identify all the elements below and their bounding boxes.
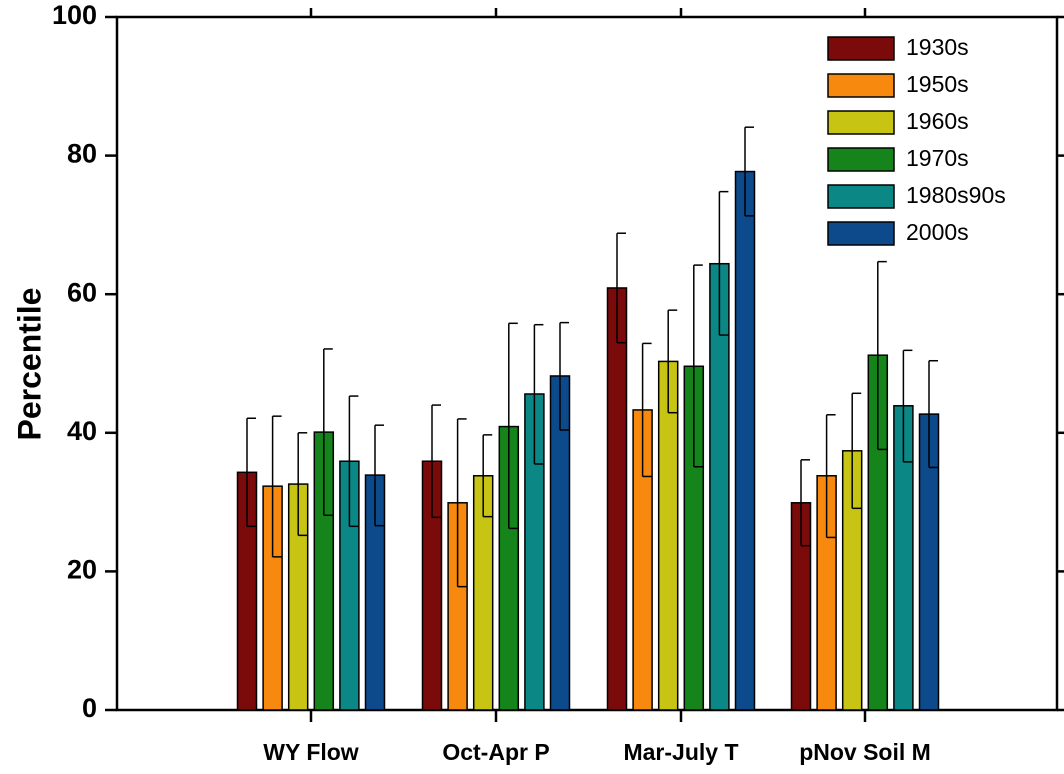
plot-area-border <box>115 15 1059 712</box>
legend-label-2000s: 2000s <box>906 219 969 245</box>
x-tick-label: pNov Soil M <box>799 739 931 765</box>
legend-swatch-1960s <box>827 110 895 135</box>
legend-swatch-2000s <box>827 221 895 246</box>
y-axis: 0 20 40 60 80 100 <box>52 0 1064 723</box>
bars-group <box>236 126 940 711</box>
legend-swatch-1930s <box>827 36 895 61</box>
x-axis: WY Flow Oct-Apr P Mar-July T pNov Soil M <box>263 8 931 765</box>
y-tick-label: 0 <box>82 693 97 723</box>
y-tick-label: 60 <box>67 277 97 307</box>
legend-swatch-1970s <box>827 147 895 172</box>
bar-2000s-Mar-July-T <box>734 170 756 711</box>
legend-label-1960s: 1960s <box>906 108 969 134</box>
plot-frame <box>115 15 1059 712</box>
legend: 1930s 1950s 1960s 1970s 1980s90s 2000s <box>827 34 1006 246</box>
legend-label-1950s: 1950s <box>906 71 969 97</box>
legend-swatch-1980s90s <box>827 184 895 209</box>
y-axis-title: Percentile <box>11 288 47 441</box>
legend-label-1930s: 1930s <box>906 34 969 60</box>
legend-swatch-1950s <box>827 73 895 98</box>
legend-label-1980s90s: 1980s90s <box>906 182 1006 208</box>
x-tick-label: Oct-Apr P <box>442 739 549 765</box>
legend-label-1970s: 1970s <box>906 145 969 171</box>
bar-1930s-Mar-July-T <box>606 287 628 711</box>
y-tick-label: 100 <box>52 0 97 30</box>
y-tick-label: 40 <box>67 416 97 446</box>
x-tick-label: Mar-July T <box>623 739 738 765</box>
x-tick-label: WY Flow <box>263 739 359 765</box>
y-tick-label: 80 <box>67 139 97 169</box>
y-tick-label: 20 <box>67 555 97 585</box>
bar-1960s-Mar-July-T <box>657 360 679 711</box>
